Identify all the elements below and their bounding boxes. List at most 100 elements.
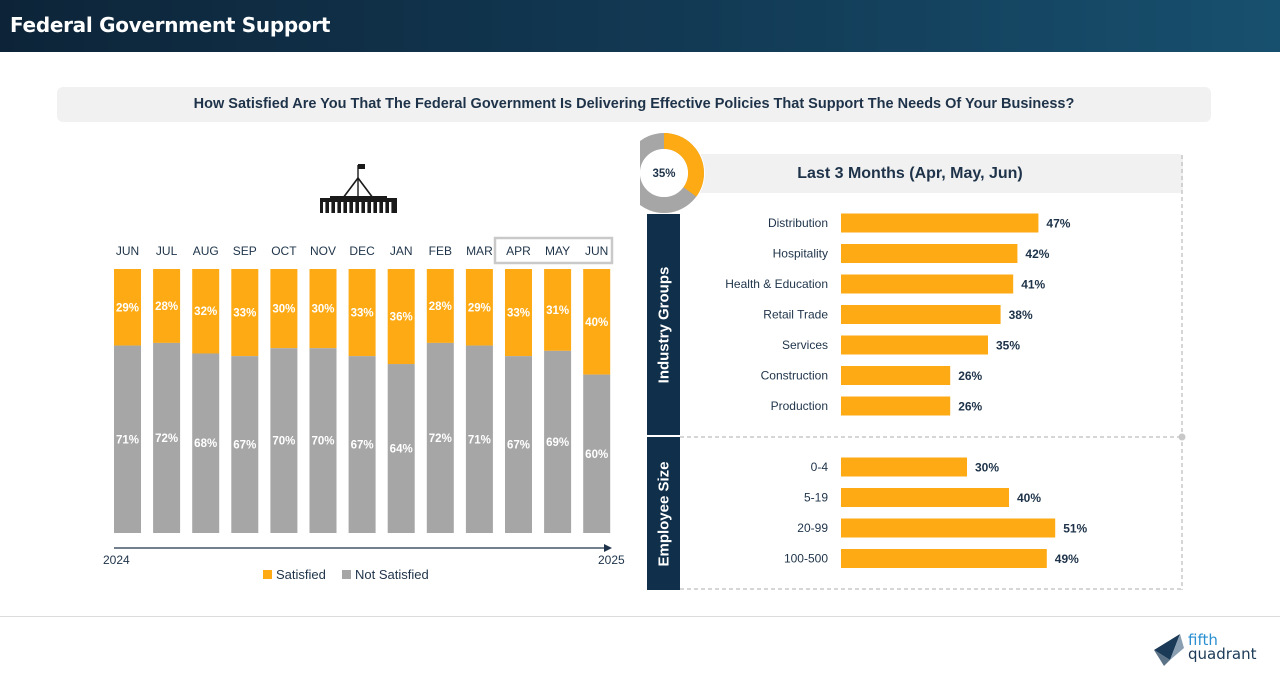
not-satisfied-value-label: 72%	[429, 433, 452, 445]
month-label: MAY	[545, 244, 570, 258]
satisfied-value-label: 28%	[155, 301, 178, 313]
not-satisfied-value-label: 70%	[311, 436, 334, 448]
satisfied-value-label: 28%	[429, 301, 452, 313]
industry-groups-band: Industry Groups	[647, 214, 680, 435]
satisfied-value-label: 33%	[507, 308, 530, 320]
employee-category-label: 5-19	[804, 491, 828, 505]
month-label: JAN	[390, 244, 413, 258]
bar-not-satisfied	[583, 374, 611, 533]
page-title: Federal Government Support	[10, 13, 331, 37]
industry-value-label: 41%	[1021, 278, 1045, 292]
employee-category-label: 100-500	[784, 552, 828, 566]
industry-category-label: Health & Education	[725, 277, 828, 291]
bar-not-satisfied	[505, 356, 532, 533]
not-satisfied-value-label: 71%	[116, 434, 139, 446]
satisfied-value-label: 29%	[468, 302, 491, 314]
bar-not-satisfied	[231, 356, 259, 533]
bar-satisfied	[114, 269, 141, 346]
not-satisfied-value-label: 67%	[233, 440, 256, 452]
bar-satisfied	[270, 269, 298, 349]
timeline-arrow-icon	[604, 544, 612, 552]
employee-value-label: 49%	[1055, 552, 1079, 566]
industry-value-label: 38%	[1009, 308, 1033, 322]
bar-not-satisfied	[426, 342, 454, 533]
donut-satisfied	[640, 133, 704, 213]
industry-value-label: 26%	[958, 369, 982, 383]
bar-not-satisfied	[387, 364, 415, 533]
legend-swatch-satisfied	[263, 570, 272, 579]
month-label: JUN	[585, 244, 608, 258]
not-satisfied-value-label: 72%	[155, 433, 178, 445]
donut-value-label: 35%	[652, 168, 675, 180]
bar-satisfied	[309, 269, 337, 349]
month-label: APR	[506, 244, 531, 258]
industry-value-label: 35%	[996, 339, 1020, 353]
not-satisfied-value-label: 64%	[390, 444, 413, 456]
not-satisfied-value-label: 67%	[351, 440, 374, 452]
period-header: Last 3 Months (Apr, May, Jun)	[680, 154, 1183, 193]
bar-not-satisfied	[192, 353, 220, 533]
employee-size-band: Employee Size	[647, 437, 680, 590]
parliament-house-icon	[320, 164, 397, 213]
title-bar: Federal Government Support	[0, 0, 1280, 52]
monthly-satisfaction-chart: JUN 29% 71% JUL 28% 72% AUG 32% 68% SEP 33% 67% OCT 3…	[103, 164, 625, 582]
satisfied-value-label: 33%	[233, 308, 256, 320]
industry-bar	[841, 244, 1018, 263]
footer-divider	[0, 616, 1280, 617]
year-end-label: 2025	[598, 553, 625, 567]
employee-value-label: 30%	[975, 461, 999, 475]
industry-bar	[841, 335, 988, 355]
industry-category-label: Hospitality	[773, 247, 828, 261]
industry-category-label: Distribution	[768, 216, 828, 230]
employee-bar	[841, 488, 1009, 507]
month-label: JUN	[116, 244, 139, 258]
not-satisfied-value-label: 67%	[507, 440, 530, 452]
bar-not-satisfied	[348, 356, 376, 533]
bar-not-satisfied	[270, 348, 298, 533]
month-label: AUG	[193, 244, 219, 258]
month-label: FEB	[429, 244, 452, 258]
highlight-box	[493, 236, 614, 265]
bar-satisfied	[426, 269, 454, 343]
bar-satisfied	[505, 269, 532, 357]
fifth-quadrant-logo: fifth quadrant	[1150, 630, 1265, 670]
bar-satisfied	[231, 269, 259, 357]
logo-mark-icon	[1154, 634, 1184, 666]
employee-bar	[841, 518, 1056, 538]
month-label: MAR	[466, 244, 493, 258]
satisfied-value-label: 33%	[351, 308, 374, 320]
bar-not-satisfied	[465, 345, 493, 533]
month-label: JUL	[156, 244, 178, 258]
bar-not-satisfied	[153, 342, 181, 533]
bar-satisfied	[583, 269, 611, 375]
industry-category-label: Services	[782, 338, 828, 352]
industry-value-label: 42%	[1025, 247, 1049, 261]
legend-label-not-satisfied: Not Satisfied	[355, 567, 429, 582]
bar-satisfied	[153, 269, 181, 343]
bar-not-satisfied	[544, 350, 572, 533]
employee-category-label: 0-4	[811, 460, 829, 474]
satisfied-value-label: 40%	[585, 317, 608, 329]
industry-bar	[841, 366, 951, 385]
legend-label-satisfied: Satisfied	[276, 567, 326, 582]
industry-bar	[841, 396, 951, 416]
bar-not-satisfied	[114, 345, 141, 533]
bar-satisfied	[387, 269, 415, 365]
industry-category-label: Construction	[761, 369, 828, 383]
last-3-months-chart: 35% Distribution 47% Hospitality 42% Health &…	[640, 132, 1186, 590]
period-title: Last 3 Months (Apr, May, Jun)	[797, 165, 1023, 182]
donut-hole	[640, 149, 688, 197]
bar-satisfied	[544, 269, 572, 351]
industry-bar	[841, 274, 1014, 294]
logo-text-fifth: fifth	[1188, 631, 1218, 649]
not-satisfied-value-label: 69%	[546, 437, 569, 449]
divider-dot	[1178, 433, 1186, 441]
satisfied-value-label: 36%	[390, 312, 413, 324]
satisfied-value-label: 31%	[546, 305, 569, 317]
employee-bar	[841, 549, 1047, 568]
survey-question: How Satisfied Are You That The Federal G…	[57, 87, 1211, 122]
logo-text-quadrant: quadrant	[1188, 645, 1257, 663]
bar-not-satisfied	[309, 348, 337, 533]
satisfied-value-label: 32%	[194, 306, 217, 318]
industry-value-label: 26%	[958, 400, 982, 414]
